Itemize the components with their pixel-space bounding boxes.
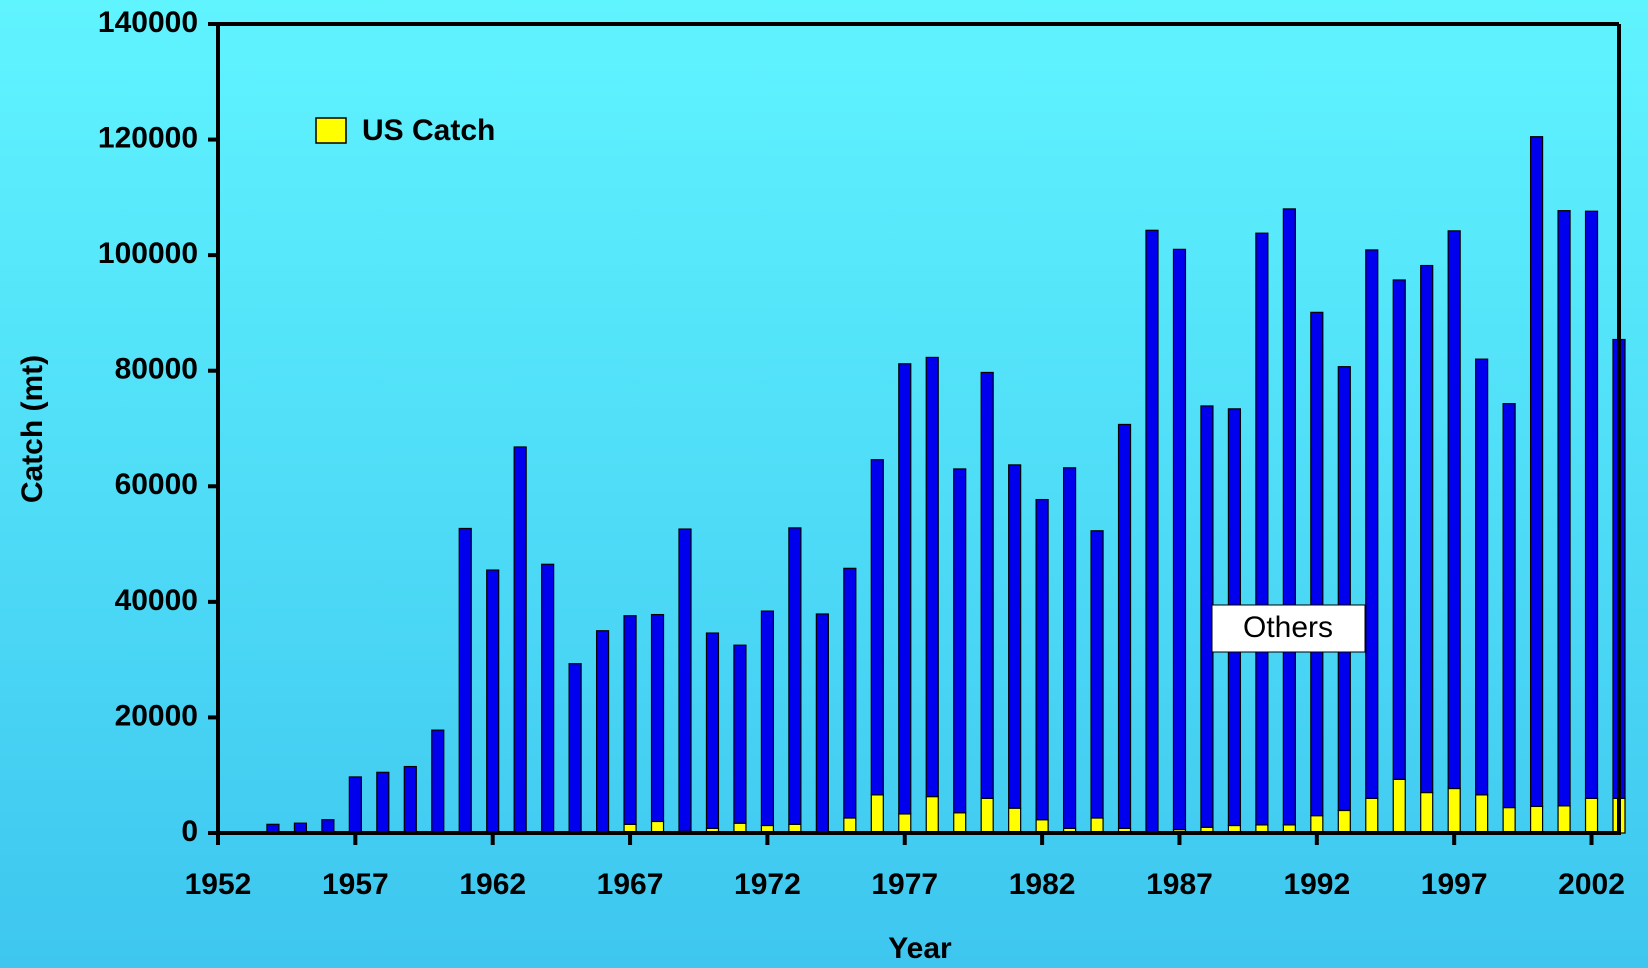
legend-swatch [315, 117, 347, 144]
bar-segment [733, 644, 747, 824]
x-tick-label: 2002 [1558, 868, 1625, 901]
bar-segment [513, 446, 527, 834]
bar-segment [1584, 797, 1599, 834]
bar-segment [1145, 229, 1159, 834]
bar-segment [1502, 806, 1516, 834]
bar-segment [1392, 778, 1406, 834]
x-tick-label: 1952 [185, 868, 252, 901]
annotation-label: Others [1243, 611, 1333, 644]
bar-segment [1529, 136, 1544, 808]
x-axis-label: Year [888, 932, 952, 965]
y-tick-label: 40000 [115, 584, 198, 617]
bar-segment [1200, 405, 1214, 828]
bar-segment [925, 795, 939, 834]
bar-segment [1172, 248, 1187, 831]
x-tick-label: 1997 [1421, 868, 1488, 901]
bar-segment [980, 371, 994, 799]
y-tick-label: 80000 [115, 353, 198, 386]
bar-segment [1392, 279, 1406, 780]
bar-segment [980, 797, 994, 834]
bar-segment [348, 776, 362, 834]
bar-segment [1090, 530, 1104, 819]
bar-segment [898, 813, 912, 834]
bar-segment [1420, 791, 1434, 834]
legend-label: US Catch [362, 114, 495, 147]
bar-segment [1557, 210, 1571, 807]
bar-segment [1365, 797, 1379, 834]
bar-segment [1337, 809, 1351, 834]
bar-segment [1529, 805, 1544, 834]
bar-segment [1035, 498, 1049, 821]
bar-segment [458, 527, 472, 834]
bar-segment [1365, 249, 1379, 799]
bar-segment [1008, 807, 1022, 834]
bar-segment [1584, 210, 1599, 799]
bar-segment [1420, 264, 1434, 794]
x-tick-label: 1972 [734, 868, 801, 901]
x-tick-label: 1962 [459, 868, 526, 901]
bar-segment [403, 765, 417, 834]
bar-segment [898, 363, 912, 815]
bar-segment [788, 527, 802, 825]
y-tick-label: 20000 [115, 699, 198, 732]
bar-segment [1475, 794, 1489, 834]
bar-segment [705, 632, 720, 829]
bar-segment [595, 630, 610, 834]
bar-segment [431, 729, 445, 834]
x-tick-label: 1977 [871, 868, 938, 901]
bar-segment [1447, 230, 1461, 790]
annotation-box [1211, 604, 1366, 653]
x-tick-label: 1987 [1146, 868, 1213, 901]
bar-segment [1310, 815, 1324, 834]
bar-segment [760, 610, 775, 827]
bar-segment [925, 356, 939, 798]
bar-segment [568, 663, 582, 834]
bar-segment [870, 459, 884, 796]
bar-segment [843, 817, 857, 834]
bar-segment [486, 569, 500, 834]
bar-segment [1282, 208, 1296, 826]
y-tick-label: 120000 [98, 121, 198, 154]
y-tick-label: 60000 [115, 468, 198, 501]
bar-segment [1557, 805, 1571, 834]
bar-segment [1008, 464, 1022, 809]
bar-segment [1502, 403, 1516, 809]
bar-segment [1255, 232, 1269, 826]
bar-segment [623, 615, 637, 825]
y-tick-label: 0 [181, 815, 198, 848]
bar-segment [870, 794, 884, 834]
y-tick-label: 100000 [98, 237, 198, 270]
bar-segment [1447, 787, 1461, 834]
x-tick-label: 1967 [597, 868, 664, 901]
x-tick-label: 1957 [322, 868, 389, 901]
bar-segment [1310, 311, 1324, 817]
bar-segment [678, 528, 692, 832]
bar-segment [1117, 423, 1132, 829]
y-tick-label: 140000 [98, 6, 198, 39]
bar-segment [1090, 817, 1104, 834]
bar-segment [815, 613, 829, 834]
bar-segment [1337, 366, 1351, 812]
x-tick-label: 1982 [1009, 868, 1076, 901]
bar-segment [650, 613, 665, 823]
bar-segment [541, 563, 555, 834]
y-axis-label: Catch (mt) [16, 355, 49, 503]
bar-segment [1062, 467, 1077, 829]
bar-segment [843, 567, 857, 819]
x-tick-label: 1992 [1283, 868, 1350, 901]
bar-segment [1475, 358, 1489, 796]
bar-segment [953, 468, 967, 814]
bar-segment [953, 812, 967, 834]
bar-segment [376, 771, 390, 834]
